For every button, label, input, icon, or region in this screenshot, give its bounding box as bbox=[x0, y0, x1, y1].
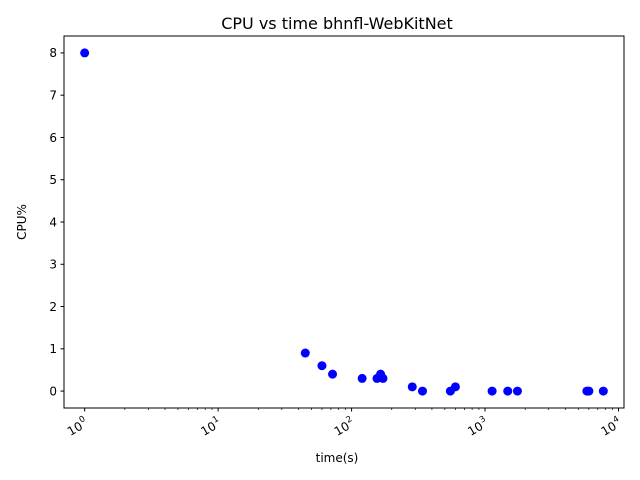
y-tick-label-1: 1 bbox=[49, 342, 57, 356]
x-tick-base-4: 10 bbox=[599, 419, 619, 439]
y-tick-label-3: 3 bbox=[49, 258, 57, 272]
x-axis-ticks: 100 101 102 103 104 bbox=[65, 408, 621, 439]
y-tick-label-5: 5 bbox=[49, 173, 57, 187]
y-axis-ticks: 0 1 2 3 4 5 6 7 8 bbox=[49, 46, 64, 398]
y-tick-label-2: 2 bbox=[49, 300, 57, 314]
data-point-16 bbox=[584, 386, 594, 396]
x-tick-base-3: 10 bbox=[465, 419, 485, 439]
y-tick-label-6: 6 bbox=[49, 131, 57, 145]
x-tick-exp-1: 1 bbox=[211, 414, 221, 425]
x-tick-label-1: 101 bbox=[198, 414, 221, 439]
data-point-3 bbox=[328, 369, 338, 379]
y-axis-label: CPU% bbox=[15, 204, 29, 240]
x-minor-ticks bbox=[124, 408, 613, 410]
x-tick-exp-3: 3 bbox=[478, 414, 488, 425]
data-point-13 bbox=[503, 386, 513, 396]
x-tick-base-2: 10 bbox=[332, 419, 352, 439]
chart-title: CPU vs time bhnfl-WebKitNet bbox=[221, 14, 453, 33]
x-tick-exp-2: 2 bbox=[345, 414, 355, 425]
data-point-14 bbox=[512, 386, 522, 396]
data-points bbox=[80, 48, 608, 396]
x-tick-base-0: 10 bbox=[65, 419, 85, 439]
x-tick-exp-0: 0 bbox=[78, 414, 88, 425]
y-tick-label-0: 0 bbox=[49, 384, 57, 398]
data-point-17 bbox=[598, 386, 608, 396]
y-tick-label-7: 7 bbox=[49, 88, 57, 102]
x-tick-label-2: 102 bbox=[332, 414, 355, 439]
data-point-2 bbox=[317, 361, 327, 371]
x-tick-exp-4: 4 bbox=[611, 414, 621, 425]
data-point-11 bbox=[450, 382, 460, 392]
data-point-12 bbox=[487, 386, 497, 396]
x-tick-label-0: 100 bbox=[65, 414, 88, 439]
y-tick-label-4: 4 bbox=[49, 215, 57, 229]
x-tick-label-3: 103 bbox=[465, 414, 488, 439]
data-point-9 bbox=[418, 386, 428, 396]
data-point-0 bbox=[80, 48, 90, 58]
data-point-7 bbox=[378, 373, 388, 383]
data-point-4 bbox=[357, 373, 367, 383]
x-tick-label-4: 104 bbox=[599, 414, 621, 439]
data-point-8 bbox=[407, 382, 417, 392]
x-axis-label: time(s) bbox=[316, 451, 359, 465]
y-tick-label-8: 8 bbox=[49, 46, 57, 60]
data-point-1 bbox=[300, 348, 310, 358]
x-tick-base-1: 10 bbox=[198, 419, 218, 439]
plot-area-frame bbox=[63, 35, 625, 409]
